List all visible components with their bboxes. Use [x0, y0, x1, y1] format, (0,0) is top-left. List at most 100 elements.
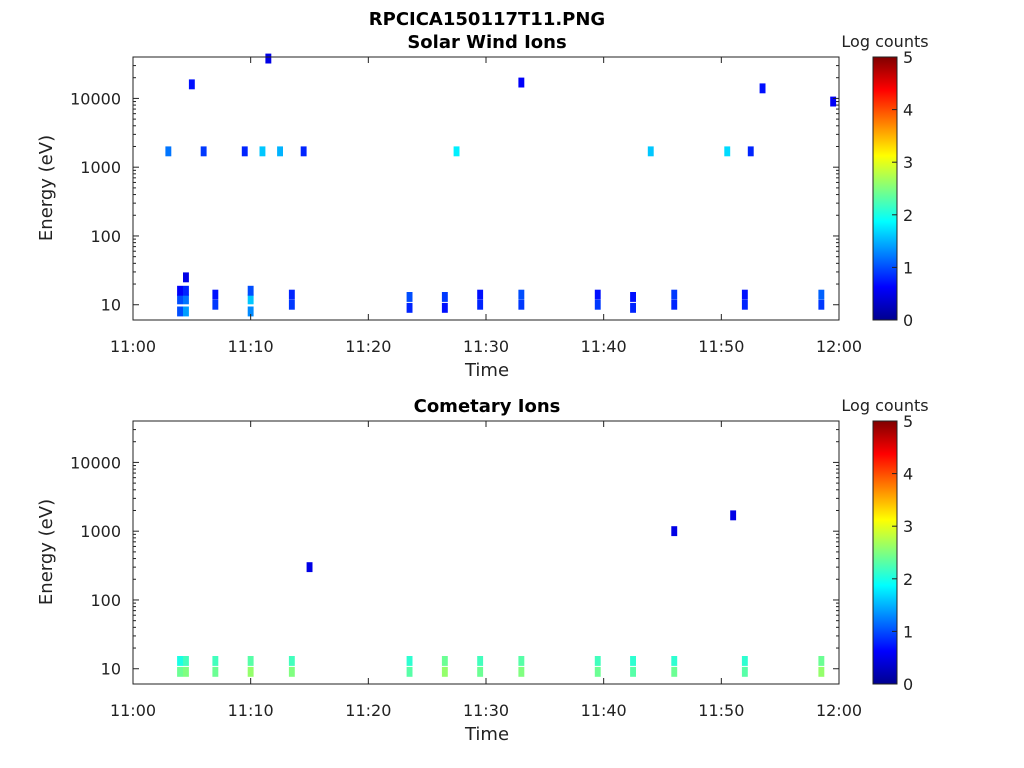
heatmap-cell — [177, 666, 183, 677]
x-axis-label-cometary: Time — [464, 724, 509, 745]
heatmap-cell — [477, 289, 484, 300]
heatmap-cell — [288, 299, 295, 310]
y-tick-label: 10 — [101, 296, 121, 315]
heatmap-cell — [165, 146, 172, 157]
y-tick-label: 10 — [101, 660, 121, 679]
heatmap-cell — [818, 299, 825, 310]
heatmap-cell — [177, 285, 183, 296]
x-tick-label: 11:40 — [581, 337, 627, 356]
heatmap-cell — [818, 666, 825, 677]
colorbar-tick-label: 1 — [903, 258, 913, 277]
heatmap-cells-solar-wind — [165, 53, 837, 317]
x-tick-label: 11:30 — [463, 701, 509, 720]
heatmap-cell — [477, 656, 484, 666]
heatmap-cell — [188, 79, 195, 90]
colorbar-tick-label: 4 — [903, 465, 913, 484]
heatmap-cell — [177, 306, 183, 317]
heatmap-cell — [441, 292, 448, 302]
heatmap-cell — [247, 666, 254, 677]
heatmap-cell — [265, 53, 272, 64]
heatmap-cell — [212, 299, 219, 310]
panel-title-cometary: Cometary Ions — [414, 396, 561, 417]
panel-solar-wind: Solar Wind Ions 11:00 11:10 11:20 11:30 11:4… — [36, 32, 929, 381]
heatmap-cell — [830, 96, 837, 107]
heatmap-cell — [306, 562, 313, 573]
heatmap-cell — [183, 666, 189, 677]
heatmap-cell — [594, 299, 601, 310]
heatmap-cell — [212, 289, 219, 300]
heatmap-cell — [647, 146, 654, 157]
heatmap-cell — [741, 656, 748, 666]
x-tick-label: 12:00 — [816, 337, 862, 356]
heatmap-cell — [477, 299, 484, 310]
heatmap-cell — [630, 292, 636, 302]
heatmap-cell — [183, 272, 189, 283]
heatmap-cell — [724, 146, 731, 157]
y-tick-label: 1000 — [80, 158, 121, 177]
y-tick-label: 100 — [90, 227, 121, 246]
heatmap-cell — [288, 666, 295, 677]
plot-frame-solar-wind — [132, 56, 840, 321]
x-tick-label: 11:40 — [581, 701, 627, 720]
heatmap-cell — [671, 656, 678, 666]
heatmap-cell — [741, 289, 748, 300]
heatmap-cell — [441, 666, 448, 677]
x-tick-label: 11:00 — [110, 701, 156, 720]
panel-title-solar-wind: Solar Wind Ions — [407, 32, 566, 53]
heatmap-cell — [818, 289, 825, 300]
heatmap-cell — [183, 285, 189, 296]
heatmap-cell — [671, 526, 678, 537]
heatmap-cell — [183, 656, 189, 666]
heatmap-cell — [630, 302, 636, 313]
heatmap-cell — [177, 294, 183, 305]
heatmap-cell — [594, 656, 601, 666]
x-tick-label: 11:50 — [698, 701, 744, 720]
heatmap-cell — [288, 289, 295, 300]
heatmap-cell — [747, 146, 754, 157]
heatmap-cell — [441, 656, 448, 666]
heatmap-cell — [406, 666, 413, 677]
colorbar-label-solar-wind: Log counts — [841, 32, 928, 51]
plot-frame-cometary — [132, 420, 840, 685]
colorbar-cometary — [872, 420, 898, 685]
heatmap-cell — [212, 666, 219, 677]
heatmap-cell — [212, 656, 219, 666]
colorbar-solar-wind — [872, 56, 898, 321]
x-tick-label: 11:10 — [228, 337, 274, 356]
x-tick-label: 11:20 — [345, 337, 391, 356]
heatmap-cell — [300, 146, 307, 157]
heatmap-cells-cometary — [177, 510, 825, 677]
heatmap-cell — [200, 146, 207, 157]
heatmap-cell — [247, 285, 254, 296]
heatmap-cell — [594, 666, 601, 677]
heatmap-cell — [183, 294, 189, 305]
colorbar-tick-label: 3 — [903, 517, 913, 536]
heatmap-cell — [247, 656, 254, 666]
y-tick-label: 10000 — [70, 89, 121, 108]
y-axis-label-solar-wind: Energy (eV) — [36, 135, 57, 241]
heatmap-cell — [406, 292, 413, 302]
colorbar-ticks-cometary: 0 1 2 3 4 5 — [892, 412, 913, 694]
panel-cometary: Cometary Ions 11:00 11:10 11:20 11:30 11:40 1… — [36, 396, 929, 745]
heatmap-cell — [177, 656, 183, 666]
heatmap-cell — [594, 289, 601, 300]
colorbar-tick-label: 0 — [903, 311, 913, 330]
heatmap-cell — [453, 146, 460, 157]
y-axis-label-cometary: Energy (eV) — [36, 499, 57, 605]
heatmap-cell — [671, 666, 678, 677]
colorbar-tick-label: 5 — [903, 48, 913, 67]
colorbar-tick-label: 0 — [903, 675, 913, 694]
figure-title: RPCICA150117T11.PNG — [369, 9, 605, 30]
x-tick-label: 11:00 — [110, 337, 156, 356]
heatmap-cell — [477, 666, 484, 677]
heatmap-cell — [518, 666, 525, 677]
heatmap-cell — [671, 299, 678, 310]
heatmap-cell — [518, 656, 525, 666]
heatmap-cell — [518, 77, 525, 88]
heatmap-cell — [406, 656, 413, 666]
axis-ticks-cometary: 11:00 11:10 11:20 11:30 11:40 11:50 12:00 10 100… — [70, 420, 862, 720]
colorbar-ticks-solar-wind: 0 1 2 3 4 5 — [892, 48, 913, 330]
heatmap-cell — [741, 299, 748, 310]
heatmap-cell — [247, 306, 254, 317]
